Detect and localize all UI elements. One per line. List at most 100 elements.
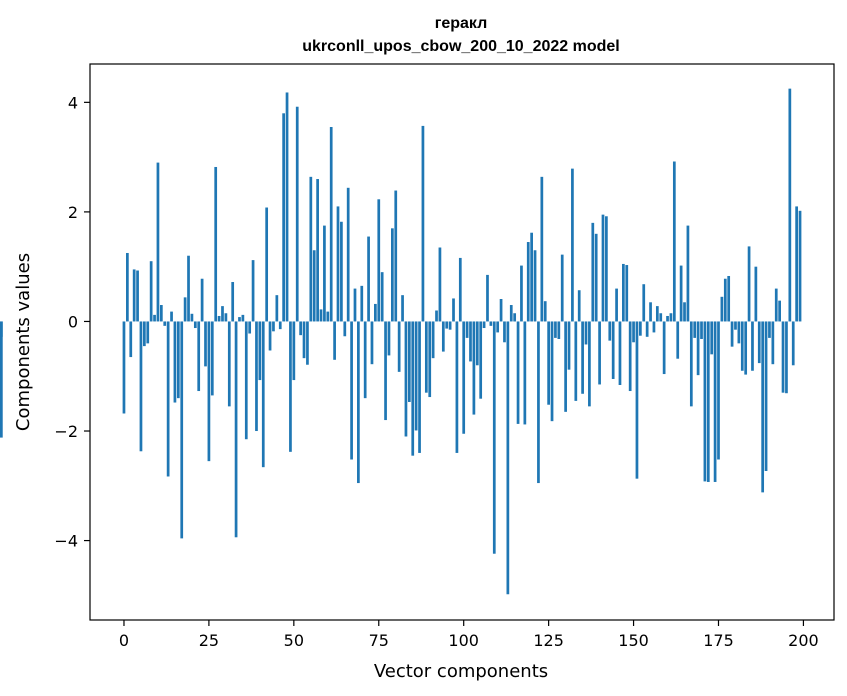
bar-26: [210, 321, 214, 396]
bar-37: [248, 321, 252, 334]
bar-5: [139, 321, 143, 452]
bar-22: [197, 321, 201, 392]
bar-123: [540, 176, 544, 322]
bar-128: [557, 321, 561, 339]
bar-160: [666, 315, 669, 322]
bar-135: [581, 321, 584, 394]
bar-138: [591, 222, 595, 322]
bar-33: [234, 321, 238, 538]
bar-133: [574, 321, 578, 401]
bar-157: [655, 306, 659, 322]
bar-97: [452, 298, 455, 322]
bar-127: [554, 321, 557, 338]
bar-170: [700, 321, 703, 339]
bar-40: [258, 321, 262, 381]
bar-60: [326, 311, 330, 322]
x-tick-label: 0: [119, 631, 129, 650]
bar-44: [272, 321, 275, 332]
bar-147: [622, 263, 625, 322]
bar-80: [394, 190, 398, 322]
bar-132: [571, 168, 574, 322]
bar-188: [761, 321, 765, 493]
bar-1: [126, 252, 129, 322]
bar-153: [642, 284, 646, 322]
bar-187: [757, 321, 761, 364]
bar-63: [336, 206, 340, 322]
bar-78: [387, 321, 391, 356]
bar-151: [635, 321, 639, 479]
bar-197: [791, 321, 795, 366]
bar-39: [255, 321, 258, 432]
bar-94: [441, 321, 445, 352]
bar-55: [309, 176, 313, 322]
bar-100: [462, 321, 466, 434]
bar-64: [340, 221, 343, 322]
bar-185: [751, 321, 754, 371]
bar-28: [217, 315, 221, 322]
bar-27: [214, 166, 218, 322]
bar-50: [292, 321, 296, 381]
bar-129: [560, 254, 564, 322]
x-tick-label: 100: [448, 631, 479, 650]
bar-62: [333, 321, 336, 360]
bar-161: [669, 313, 673, 322]
x-tick-label: 75: [369, 631, 389, 650]
bar-118: [523, 321, 527, 425]
bar-194: [781, 321, 785, 393]
bar-120: [530, 232, 533, 322]
bar-145: [615, 288, 618, 322]
bar-57: [316, 179, 319, 322]
bar-125: [547, 321, 550, 405]
bar-11: [159, 305, 163, 322]
x-tick-label: 25: [199, 631, 219, 650]
bar-85: [411, 321, 415, 456]
y-axis-ticks: −4 −2 0 2 4: [54, 93, 90, 551]
bar-35: [241, 314, 245, 322]
x-tick-label: 200: [788, 631, 819, 650]
bar-72: [367, 236, 370, 322]
bar-9: [153, 314, 156, 322]
bar-169: [696, 321, 700, 376]
bar-198: [795, 206, 798, 322]
bar-159: [662, 321, 666, 375]
y-axis-label: Components values: [13, 253, 34, 431]
bar-140: [598, 321, 601, 385]
y-tick-label: −2: [54, 422, 78, 441]
bar-48: [285, 92, 289, 322]
bar-93: [438, 247, 442, 322]
bar-121: [533, 250, 537, 322]
bar-30: [224, 313, 228, 322]
bar-199: [798, 210, 802, 322]
x-tick-label: 125: [533, 631, 564, 650]
bar-142: [605, 216, 608, 322]
bar-119: [526, 242, 530, 322]
bar-154: [645, 321, 649, 337]
bar-8: [149, 261, 153, 322]
bar-86: [414, 321, 418, 431]
bar-10: [156, 162, 160, 322]
bar-109: [492, 321, 496, 554]
bar-59: [323, 225, 326, 322]
bar-66: [346, 187, 350, 322]
bar-71: [363, 321, 367, 399]
y-tick-label: 2: [68, 203, 78, 222]
bar-89: [424, 321, 428, 393]
bar-167: [689, 321, 693, 407]
bar-106: [482, 321, 486, 329]
bar-34: [238, 317, 241, 322]
bar-137: [588, 321, 591, 407]
bar-112: [503, 321, 506, 343]
chart-title: геракл: [435, 15, 488, 32]
bar-173: [710, 321, 714, 355]
bar-0: [122, 321, 126, 414]
bar-96: [448, 321, 452, 330]
bar-124: [543, 301, 547, 322]
bar-111: [499, 299, 503, 322]
bar-158: [659, 313, 663, 322]
x-axis-ticks: 0 25 50 75 100 125 150 175 200: [119, 620, 819, 650]
bar-150: [632, 321, 635, 343]
bar-101: [465, 321, 469, 338]
bar-46: [278, 321, 282, 330]
bar-149: [628, 321, 632, 392]
